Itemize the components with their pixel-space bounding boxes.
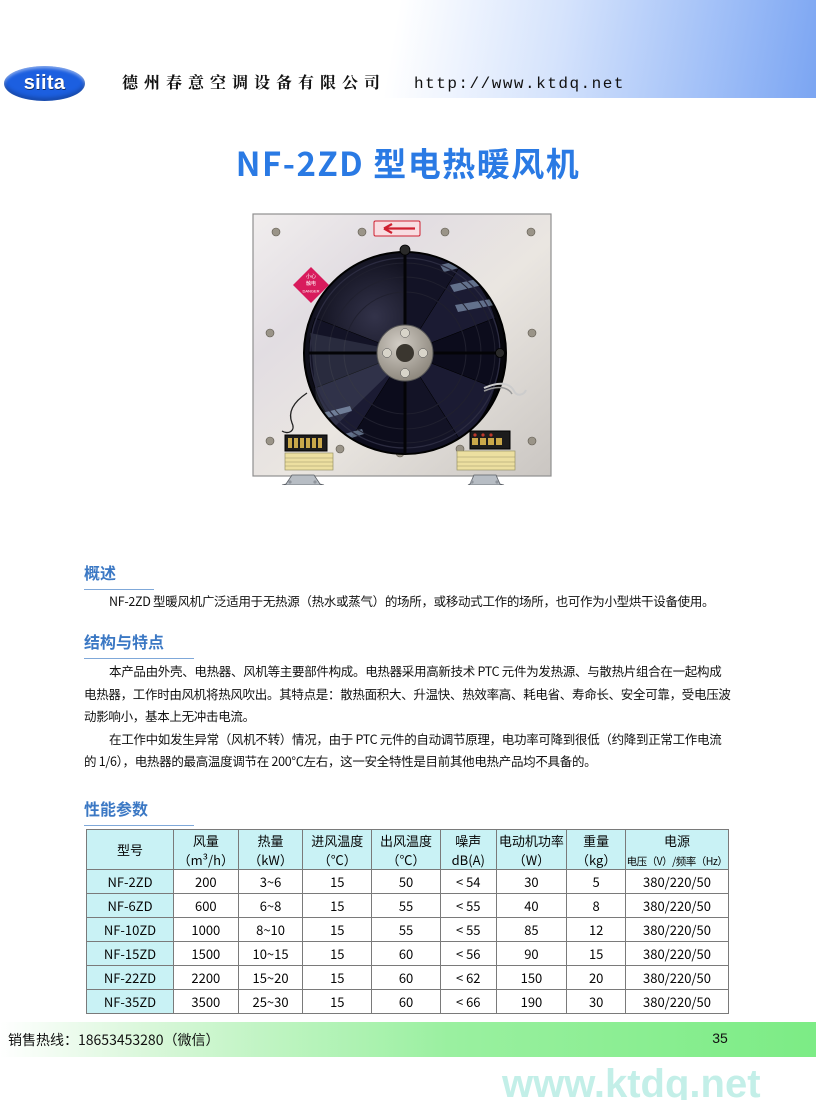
svg-text:触电: 触电 <box>306 280 316 287</box>
svg-text:小心: 小心 <box>306 273 316 280</box>
svg-text:DANGER: DANGER <box>302 289 319 294</box>
